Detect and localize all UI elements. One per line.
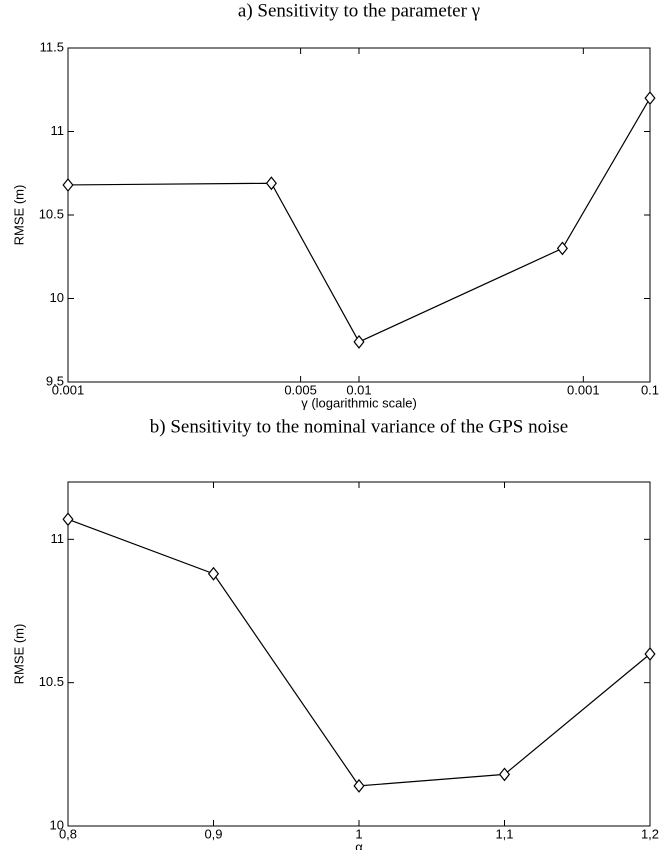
y-axis-label: RMSE (m) [11, 185, 26, 246]
marker [207, 566, 220, 581]
y-tick-label: 11.5 [40, 39, 64, 54]
data-line [67, 518, 651, 787]
plot-frame [67, 481, 651, 827]
y-tick-label: 10 [50, 290, 64, 305]
x-tick-label: 0.001 [52, 382, 85, 397]
marker [62, 512, 74, 527]
marker [498, 767, 511, 782]
y-tick-label: 10.5 [39, 674, 64, 689]
y-tick-label: 11 [51, 123, 65, 138]
marker [353, 778, 365, 793]
marker [62, 177, 74, 192]
x-axis-label: α [355, 839, 363, 850]
marker [644, 647, 656, 661]
x-tick-label: 0.01 [346, 382, 371, 397]
y-axis-label: RMSE (m) [11, 624, 26, 685]
plot-frame [67, 47, 651, 383]
x-tick-label: 0.1 [641, 382, 659, 397]
y-tick-label: 10 [50, 817, 64, 832]
y-tick-label: 11 [51, 531, 65, 546]
chart-title: a) Sensitivity to the parameter γ [238, 0, 480, 21]
x-tick-label: 0,8 [59, 826, 77, 841]
x-tick-label: 0.001 [567, 382, 600, 397]
marker [353, 334, 365, 349]
marker [644, 91, 656, 106]
marker [265, 176, 277, 191]
x-tick-label: 1,2 [641, 826, 659, 841]
chart-title: b) Sensitivity to the nominal variance o… [150, 416, 568, 437]
x-tick-label: 0.005 [284, 382, 317, 397]
y-tick-label: 9.5 [46, 373, 64, 388]
x-tick-label: 0,9 [204, 826, 222, 841]
x-tick-label: 1 [355, 826, 362, 841]
y-tick-label: 10.5 [39, 206, 64, 221]
x-axis-label: γ (logarithmic scale) [301, 395, 417, 410]
data-line [67, 97, 651, 343]
x-tick-label: 1,1 [495, 826, 513, 841]
marker [556, 241, 568, 256]
